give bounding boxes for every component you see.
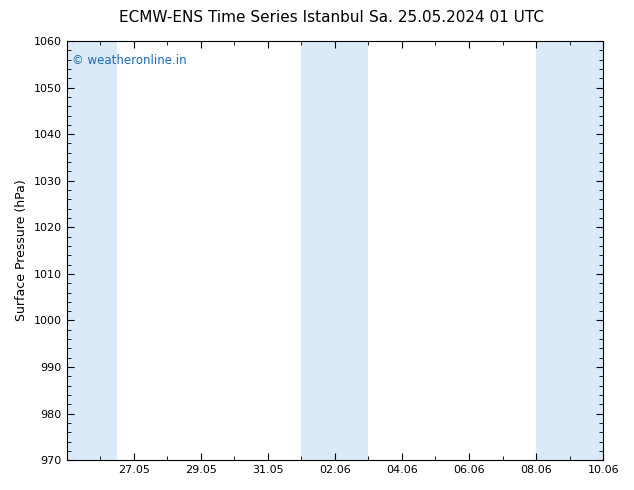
- Text: © weatheronline.in: © weatheronline.in: [72, 53, 186, 67]
- Bar: [83, 41, 117, 460]
- Bar: [301, 41, 335, 460]
- Bar: [335, 41, 368, 460]
- Y-axis label: Surface Pressure (hPa): Surface Pressure (hPa): [15, 180, 28, 321]
- Bar: [536, 41, 569, 460]
- Bar: [569, 41, 603, 460]
- Text: Sa. 25.05.2024 01 UTC: Sa. 25.05.2024 01 UTC: [369, 10, 544, 25]
- Text: ECMW-ENS Time Series Istanbul: ECMW-ENS Time Series Istanbul: [119, 10, 363, 25]
- Bar: [67, 41, 83, 460]
